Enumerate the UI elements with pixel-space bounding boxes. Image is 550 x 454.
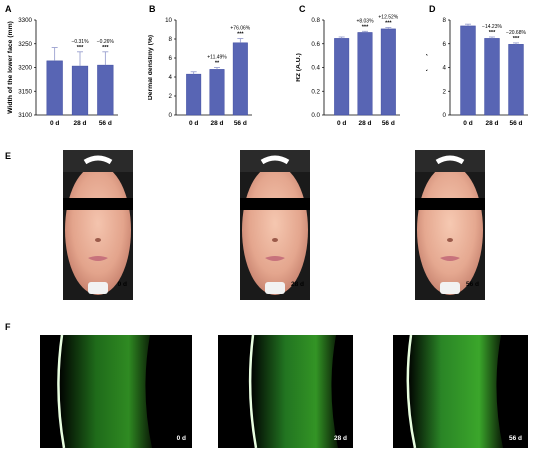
x-tick-label: 28 d	[358, 120, 371, 127]
significance-label: ***	[489, 30, 496, 36]
panel-letter-c: C	[299, 4, 306, 14]
y-tick-label: 6	[169, 55, 173, 62]
y-tick-label: 0.2	[311, 88, 320, 95]
scan-image-28d: 28 d	[218, 335, 353, 448]
bar	[46, 60, 63, 116]
x-tick-label: 0 d	[50, 120, 59, 127]
percent-change-label: −0.31%	[71, 39, 89, 45]
y-tick-label: 3300	[18, 17, 32, 24]
y-tick-label: 6	[443, 41, 447, 48]
bar	[357, 32, 373, 116]
y-tick-label: 0.0	[311, 112, 320, 119]
y-tick-label: 3200	[18, 65, 32, 72]
x-tick-label: 0 d	[189, 120, 198, 127]
face-photo-28d: 28 d	[240, 150, 310, 300]
y-axis-label: F4 (A.U.)	[426, 54, 428, 82]
significance-label: ***	[102, 45, 109, 51]
significance-label: ***	[513, 36, 520, 42]
chart-c: 0.00.20.40.60.8R2 (A.U.)0 d 28 d***+8.03%…	[296, 14, 400, 127]
scan-image-56d: 56 d	[393, 335, 528, 448]
bar	[209, 69, 225, 116]
chart-b: 0 2 4 6 8 10 Dermal denstiny (%) 0 d 28 d **+11.4…	[148, 17, 252, 127]
bar	[186, 73, 202, 116]
y-tick-label: 0.8	[311, 17, 320, 24]
x-tick-label: 56 d	[99, 120, 112, 127]
bar	[334, 38, 350, 116]
y-tick-label: 8	[443, 17, 447, 24]
scan-image-0d: 0 d	[40, 335, 192, 448]
y-tick-label: 2	[169, 93, 173, 100]
face-label-56d: 56 d	[465, 281, 479, 288]
percent-change-label: −20.68%	[506, 30, 526, 36]
face-photo-0d: 0 d	[63, 150, 133, 300]
y-tick-label: 10	[165, 17, 172, 24]
bar	[97, 64, 114, 116]
x-tick-label: 56 d	[509, 120, 522, 127]
panel-letter-d: D	[429, 4, 436, 14]
bar	[508, 44, 524, 116]
percent-change-label: −14.23%	[482, 24, 502, 30]
percent-change-label: +11.49%	[207, 55, 227, 61]
x-tick-label: 56 d	[234, 120, 247, 127]
y-axis-label: Dermal denstiny (%)	[148, 35, 154, 100]
x-tick-label: 28 d	[210, 120, 223, 127]
panel-letter-a: A	[5, 4, 12, 14]
percent-change-label: +8.03%	[356, 18, 374, 24]
bar	[484, 38, 500, 116]
face-photo-56d: 56 d	[415, 150, 485, 300]
y-tick-label: 0	[169, 112, 173, 119]
chart-a: 3100 3150 3200 3250 3300 Width of the lower f…	[7, 17, 118, 127]
y-tick-label: 3100	[18, 112, 32, 119]
significance-label: ***	[237, 32, 244, 38]
percent-change-label: +76.06%	[230, 26, 250, 32]
percent-change-label: +12.52%	[378, 14, 398, 20]
panel-letter-e: E	[5, 151, 12, 161]
significance-label: **	[215, 61, 220, 67]
scan-label-0d: 0 d	[176, 435, 186, 442]
y-tick-label: 2	[443, 88, 447, 95]
x-tick-label: 0 d	[463, 120, 472, 127]
y-tick-label: 0.6	[311, 41, 320, 48]
scan-label-28d: 28 d	[333, 435, 347, 442]
y-axis-label: Width of the lower face (mm)	[7, 21, 14, 114]
y-tick-label: 3250	[18, 41, 32, 48]
x-tick-label: 28 d	[73, 120, 86, 127]
x-tick-label: 56 d	[382, 120, 395, 127]
y-tick-label: 4	[169, 74, 173, 81]
x-tick-label: 0 d	[337, 120, 346, 127]
panel-letter-b: B	[149, 4, 156, 14]
scan-label-56d: 56 d	[508, 435, 522, 442]
y-tick-label: 8	[169, 36, 173, 43]
bar	[71, 65, 89, 116]
bar	[380, 28, 396, 116]
y-tick-label: 4	[443, 65, 447, 72]
significance-label: ***	[362, 24, 369, 30]
x-tick-label: 28 d	[485, 120, 498, 127]
percent-change-label: −0.26%	[97, 39, 115, 45]
significance-label: ***	[385, 20, 392, 26]
face-label-28d: 28 d	[290, 281, 304, 288]
y-tick-label: 0.4	[311, 65, 320, 72]
bar	[232, 42, 248, 116]
panel-letter-f: F	[5, 322, 11, 332]
face-label-0d: 0 d	[117, 281, 127, 288]
y-tick-label: 0	[443, 112, 447, 119]
y-axis-label: R2 (A.U.)	[296, 53, 302, 82]
significance-label: ***	[77, 45, 84, 51]
y-tick-label: 3150	[18, 88, 32, 95]
bar	[460, 25, 476, 116]
